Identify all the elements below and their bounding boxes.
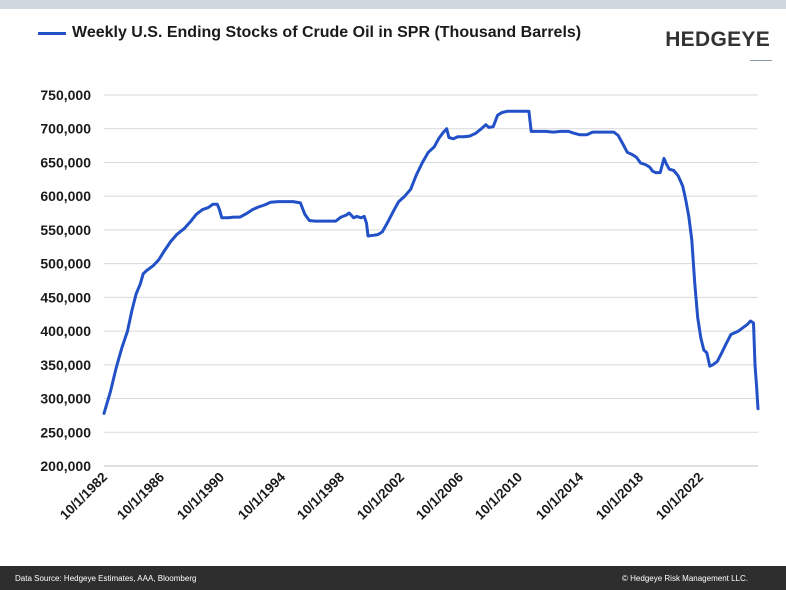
x-tick-label: 10/1/2010 (472, 470, 525, 523)
x-axis: 10/1/1982 10/1/1986 10/1/1990 10/1/1994 10/1… (57, 465, 758, 523)
y-tick-label: 550,000 (40, 222, 91, 238)
y-tick-label: 200,000 (40, 458, 91, 474)
x-tick-label: 10/1/2006 (413, 469, 466, 522)
series-line (102, 109, 760, 415)
y-tick-label: 400,000 (40, 323, 91, 339)
grid-lines (104, 94, 758, 467)
footer: Data Source: Hedgeye Estimates, AAA, Blo… (0, 566, 786, 590)
x-tick-label: 10/1/1986 (114, 469, 167, 522)
y-tick-label: 250,000 (40, 424, 91, 440)
y-tick-label: 300,000 (40, 391, 91, 407)
x-tick-label: 10/1/2018 (593, 469, 646, 522)
x-tick-label: 10/1/1998 (294, 469, 347, 522)
y-tick-label: 600,000 (40, 188, 91, 204)
y-tick-label: 750,000 (40, 87, 91, 103)
x-tick-label: 10/1/1994 (235, 469, 288, 522)
y-axis: 750,000 700,000 650,000 600,000 550,000 500,0… (40, 87, 91, 474)
copyright: © Hedgeye Risk Management LLC. (622, 574, 748, 583)
legend-label: Weekly U.S. Ending Stocks of Crude Oil i… (72, 24, 582, 41)
y-tick-label: 650,000 (40, 154, 91, 170)
y-tick-label: 450,000 (40, 289, 91, 305)
y-tick-label: 500,000 (40, 256, 91, 272)
y-tick-label: 350,000 (40, 357, 91, 373)
line-chart: 750,000 700,000 650,000 600,000 550,000 500,0… (40, 87, 760, 523)
y-tick-label: 700,000 (40, 121, 91, 137)
top-band (0, 0, 786, 9)
brand-rule (750, 60, 772, 61)
data-source: Data Source: Hedgeye Estimates, AAA, Blo… (15, 574, 197, 583)
x-tick-label: 10/1/2014 (533, 469, 586, 522)
legend: Weekly U.S. Ending Stocks of Crude Oil i… (38, 24, 581, 42)
legend-swatch (38, 31, 66, 35)
x-tick-label: 10/1/2002 (354, 470, 407, 523)
x-tick-label: 10/1/1990 (174, 470, 227, 523)
x-tick-label: 10/1/2022 (653, 470, 706, 523)
x-tick-label: 10/1/1982 (57, 470, 110, 523)
brand-logo: HEDGEYE (665, 28, 770, 51)
series-layer (102, 109, 760, 415)
